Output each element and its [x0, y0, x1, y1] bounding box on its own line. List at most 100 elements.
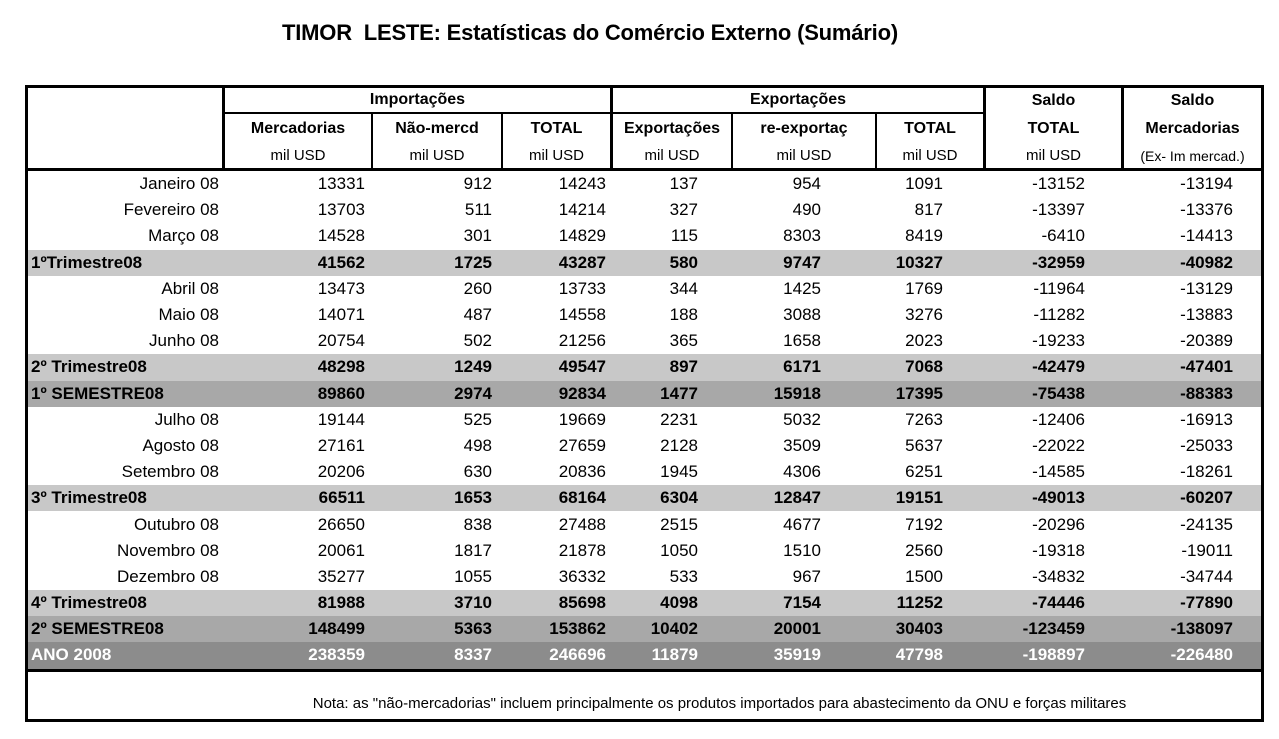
table-row-ano-2008: ANO 2008 238359 8337 246696 11879 35919 47798 -…: [28, 642, 1261, 669]
cell-exportacoes-total: 1500: [905, 566, 943, 586]
cell-saldo-mercadorias: -77890: [1180, 593, 1233, 613]
cell-re-exportac: 12847: [773, 488, 821, 508]
cell-exportacoes: 137: [669, 174, 698, 194]
header-col-name: Exportações: [623, 119, 721, 137]
cell-importacoes-total: 14558: [558, 305, 606, 325]
cell-saldo-total: -74446: [1032, 593, 1085, 613]
cell-saldo-mercadorias: -13376: [1180, 200, 1233, 220]
cell-importacoes-nao-mercd: 260: [463, 278, 492, 298]
cell-saldo-mercadorias: -20389: [1180, 331, 1233, 351]
table-row-janeiro-08: Janeiro 08 13331 912 14243 137 954 1091 -13152 -…: [28, 171, 1261, 197]
cell-exportacoes-total: 7263: [905, 409, 943, 429]
cell-saldo-mercadorias: -24135: [1180, 514, 1233, 534]
cell-importacoes-mercadorias: 13331: [317, 174, 365, 194]
cell-exportacoes: 327: [669, 200, 698, 220]
table-row-julho-08: Julho 08 19144 525 19669 2231 5032 7263 -12406 -…: [28, 407, 1261, 433]
cell-exportacoes: 344: [669, 278, 698, 298]
table-row-1-trimestre08: 1ºTrimestre08 41562 1725 43287 580 9747 10327 -…: [28, 249, 1261, 276]
header-saldo-line1: Saldo: [1031, 92, 1076, 109]
cell-re-exportac: 3509: [783, 435, 821, 455]
cell-importacoes-mercadorias: 48298: [317, 357, 365, 377]
cell-re-exportac: 4306: [783, 462, 821, 482]
cell-importacoes-total: 14243: [558, 174, 606, 194]
table-body: Janeiro 08 13331 912 14243 137 954 1091 -13152 -…: [28, 171, 1261, 669]
cell-saldo-total: -13152: [1032, 174, 1085, 194]
cell-importacoes-nao-mercd: 630: [463, 462, 492, 482]
row-label: Junho 08: [149, 331, 219, 351]
cell-importacoes-mercadorias: 13703: [317, 200, 365, 220]
row-label: Fevereiro 08: [123, 200, 219, 220]
cell-saldo-mercadorias: -25033: [1180, 435, 1233, 455]
cell-importacoes-total: 14829: [558, 226, 606, 246]
cell-importacoes-total: 27488: [558, 514, 606, 534]
cell-saldo-mercadorias: -226480: [1170, 645, 1233, 665]
cell-saldo-mercadorias: -138097: [1170, 619, 1233, 639]
cell-saldo-total: -75438: [1032, 383, 1085, 403]
header-blank-cell: [28, 88, 225, 168]
cell-saldo-total: -49013: [1032, 488, 1085, 508]
table-row-2-trimestre08: 2º Trimestre08 48298 1249 49547 897 6171 7068 -…: [28, 354, 1261, 381]
cell-exportacoes-total: 10327: [895, 252, 943, 272]
cell-importacoes-nao-mercd: 912: [463, 174, 492, 194]
cell-re-exportac: 3088: [783, 305, 821, 325]
page-title: TIMOR LESTE: Estatísticas do Comércio Ex…: [282, 20, 898, 45]
row-label: Novembro 08: [116, 540, 219, 560]
cell-saldo-total: -22022: [1032, 435, 1085, 455]
cell-saldo-total: -13397: [1032, 200, 1085, 220]
table-row-1-semestre08: 1º SEMESTRE08 89860 2974 92834 1477 15918 1739…: [28, 380, 1261, 407]
cell-importacoes-total: 68164: [558, 488, 606, 508]
cell-saldo-mercadorias: -13883: [1180, 305, 1233, 325]
cell-saldo-mercadorias: -40982: [1180, 252, 1233, 272]
cell-re-exportac: 1510: [783, 540, 821, 560]
cell-importacoes-nao-mercd: 1653: [454, 488, 492, 508]
cell-importacoes-mercadorias: 41562: [317, 252, 365, 272]
header-col-unit: mil USD: [270, 147, 326, 164]
cell-saldo-total: -19318: [1032, 540, 1085, 560]
cell-importacoes-total: 246696: [549, 645, 606, 665]
cell-importacoes-nao-mercd: 502: [463, 331, 492, 351]
cell-saldo-total: -20296: [1032, 514, 1085, 534]
table-row-novembro-08: Novembro 08 20061 1817 21878 1050 1510 2560 -19…: [28, 538, 1261, 564]
cell-importacoes-total: 21878: [558, 540, 606, 560]
cell-importacoes-nao-mercd: 487: [463, 305, 492, 325]
cell-saldo-total: -11964: [1033, 278, 1085, 298]
trade-statistics-table: Importações Exportações Mercadorias mil …: [25, 85, 1264, 722]
header-col-unit: mil USD: [776, 147, 832, 164]
row-label: Outubro 08: [133, 514, 219, 534]
cell-importacoes-mercadorias: 35277: [317, 566, 365, 586]
cell-saldo-total: -198897: [1022, 645, 1085, 665]
header-col-unit: mil USD: [409, 147, 465, 164]
cell-re-exportac: 1425: [783, 278, 821, 298]
header-col-total-importacoes: TOTAL mil USD: [501, 114, 610, 168]
table-row-2-semestre08: 2º SEMESTRE08 148499 5363 153862 10402 20001 3…: [28, 616, 1261, 643]
row-label: 2º SEMESTRE08: [31, 619, 164, 639]
table-row-setembro-08: Setembro 08 20206 630 20836 1945 4306 6251 -145…: [28, 459, 1261, 485]
cell-saldo-total: -32959: [1032, 252, 1085, 272]
cell-importacoes-mercadorias: 14071: [317, 305, 365, 325]
header-col-name: re-exportaç: [760, 119, 848, 137]
cell-saldo-total: -34832: [1032, 566, 1085, 586]
cell-saldo-total: -19233: [1032, 331, 1085, 351]
table-row-junho-08: Junho 08 20754 502 21256 365 1658 2023 -19233 -2…: [28, 328, 1261, 354]
cell-importacoes-total: 85698: [558, 593, 606, 613]
cell-exportacoes: 897: [669, 357, 698, 377]
cell-importacoes-nao-mercd: 525: [463, 409, 492, 429]
cell-exportacoes: 10402: [650, 619, 698, 639]
header-col-unit: mil USD: [902, 147, 958, 164]
cell-importacoes-mercadorias: 19144: [317, 409, 365, 429]
row-label: Dezembro 08: [116, 566, 219, 586]
table-row-fevereiro-08: Fevereiro 08 13703 511 14214 327 490 817 -13397…: [28, 197, 1261, 223]
header-col-exportacoes: Exportações mil USD: [610, 114, 731, 168]
cell-exportacoes: 2515: [660, 514, 698, 534]
cell-exportacoes-total: 8419: [905, 226, 943, 246]
cell-exportacoes-total: 7068: [905, 357, 943, 377]
cell-exportacoes-total: 817: [914, 200, 943, 220]
table-row-agosto-08: Agosto 08 27161 498 27659 2128 3509 5637 -22022…: [28, 433, 1261, 459]
cell-importacoes-nao-mercd: 5363: [454, 619, 492, 639]
cell-saldo-mercadorias: -13194: [1180, 174, 1233, 194]
cell-exportacoes-total: 17395: [895, 383, 943, 403]
cell-re-exportac: 8303: [783, 226, 821, 246]
cell-importacoes-total: 19669: [558, 409, 606, 429]
cell-importacoes-nao-mercd: 511: [464, 200, 492, 220]
table-row-mar-o-08: Março 08 14528 301 14829 115 8303 8419 -6410 -14…: [28, 223, 1261, 249]
